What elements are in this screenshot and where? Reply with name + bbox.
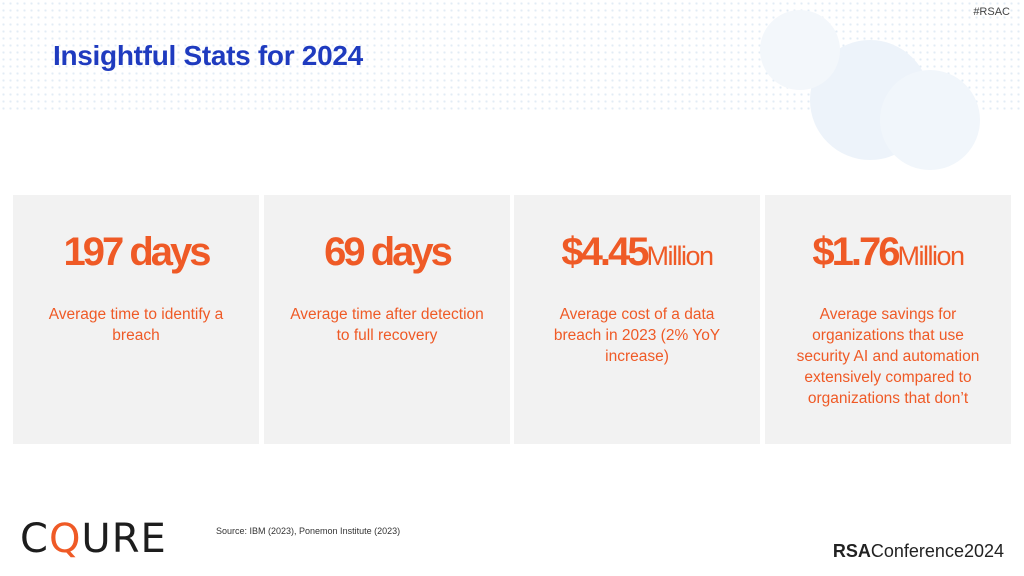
stat-number: 197 days xyxy=(63,230,211,274)
hashtag: #RSAC xyxy=(973,6,1010,18)
stat-value: $1.76Million xyxy=(765,229,1011,279)
logo-letter: C xyxy=(20,516,49,562)
stats-row: 197 days Average time to identify a brea… xyxy=(13,195,1011,444)
stat-number: $1.76 xyxy=(812,230,900,274)
stat-value: 197 days xyxy=(13,229,259,279)
decorative-bubble xyxy=(760,10,840,90)
stat-description: Average time to identify a breach xyxy=(48,306,224,344)
stat-description: Average savings for organizations that u… xyxy=(796,306,980,407)
brand-year: 2024 xyxy=(963,541,1004,561)
stat-card: $4.45Million Average cost of a data brea… xyxy=(514,195,760,444)
stat-value: 69 days xyxy=(264,229,510,279)
source-note: Source: IBM (2023), Ponemon Institute (2… xyxy=(216,526,401,536)
stat-value: $4.45Million xyxy=(514,229,760,279)
stat-card: 197 days Average time to identify a brea… xyxy=(13,195,259,444)
stat-unit: Million xyxy=(897,241,966,271)
stat-card: $1.76Million Average savings for organiz… xyxy=(765,195,1011,444)
slide-title: Insightful Stats for 2024 xyxy=(53,40,363,71)
cqure-logo: CQURE xyxy=(20,516,167,562)
stat-description: Average time after detection to full rec… xyxy=(290,306,484,344)
stat-card: 69 days Average time after detection to … xyxy=(264,195,510,444)
brand-bold: RSA xyxy=(832,541,871,561)
brand-rest: Conference xyxy=(870,541,964,561)
decorative-bubble xyxy=(880,70,980,170)
stat-number: 69 days xyxy=(324,230,453,274)
stat-description: Average cost of a data breach in 2023 (2… xyxy=(553,306,721,365)
rsa-conference-logo: RSAConference2024 xyxy=(833,541,1004,562)
logo-letters: URE xyxy=(81,516,167,562)
stat-number: $4.45 xyxy=(561,230,649,274)
logo-letter-q: Q xyxy=(48,516,82,562)
stat-unit: Million xyxy=(646,241,715,271)
